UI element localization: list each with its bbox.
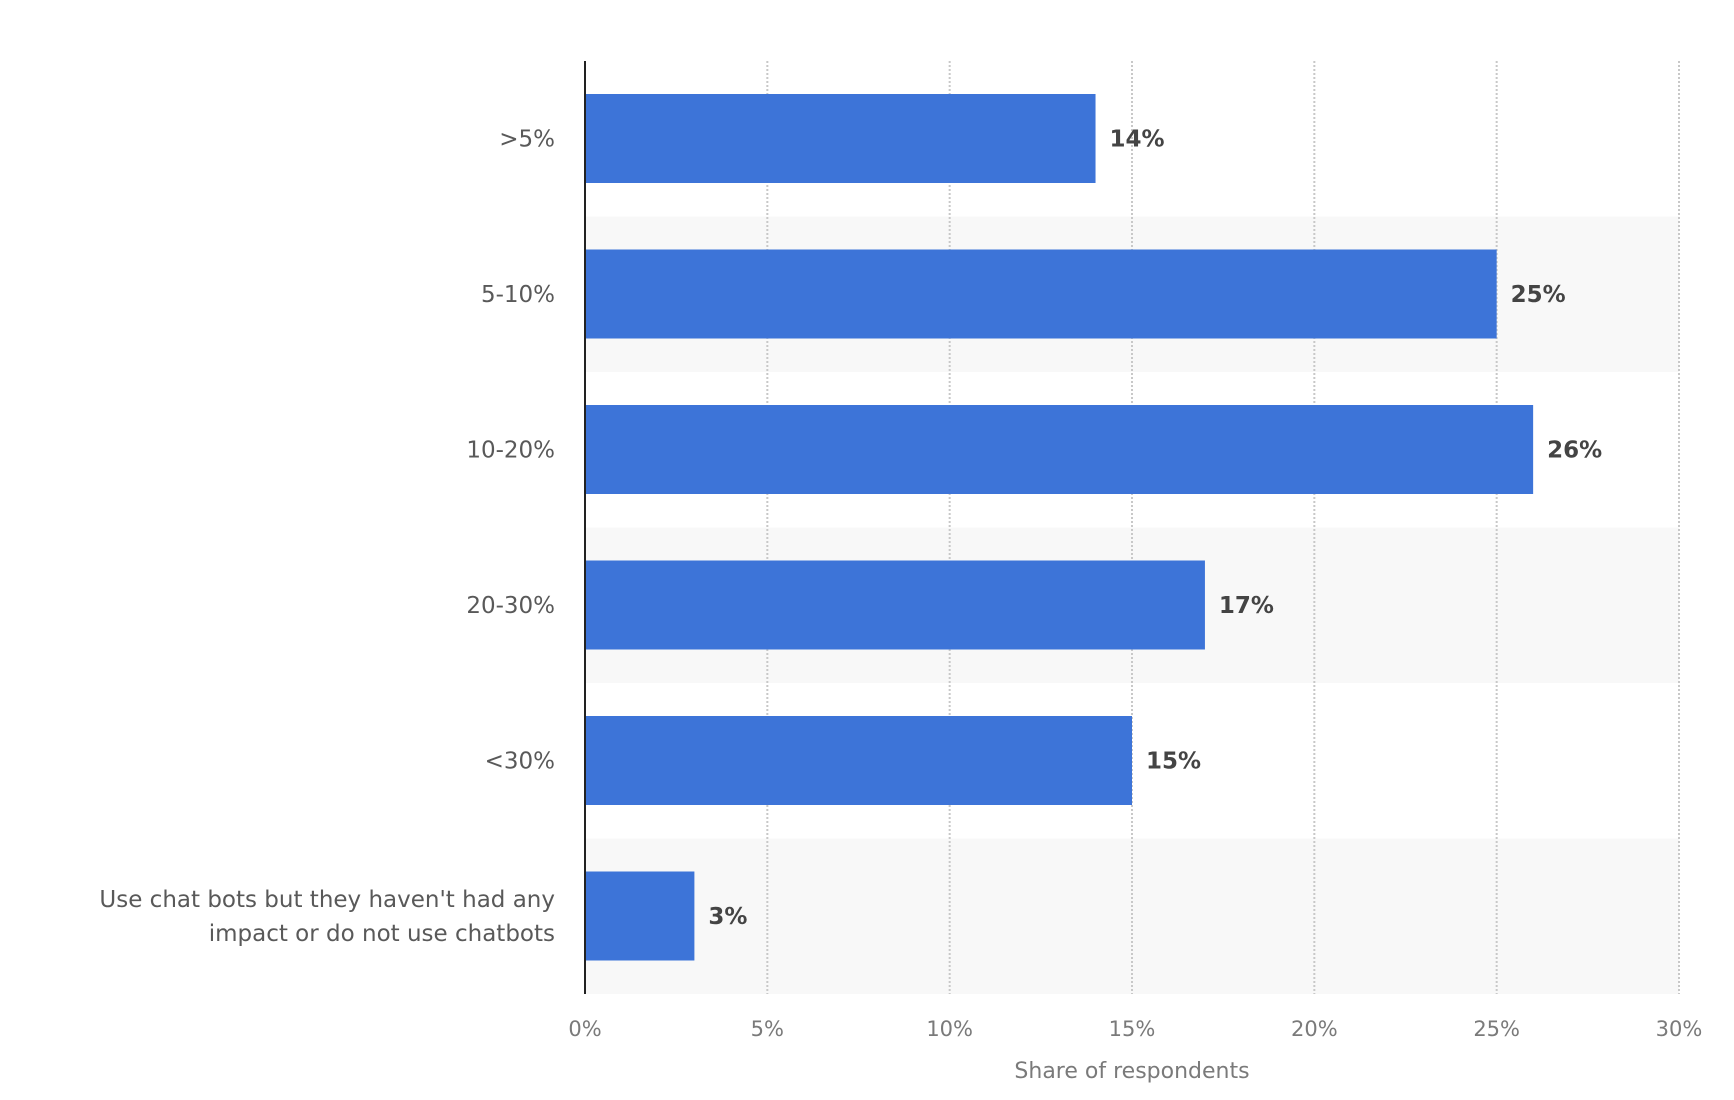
row-band	[585, 838, 1679, 994]
data-label: 15%	[1146, 749, 1201, 775]
x-tick-label: 5%	[751, 1017, 784, 1041]
data-label: 14%	[1110, 127, 1165, 153]
category-label: 20-30%	[466, 593, 555, 619]
bars	[586, 94, 1534, 961]
data-label: 26%	[1547, 438, 1602, 464]
bar	[586, 560, 1205, 650]
category-label: impact or do not use chatbots	[209, 921, 555, 947]
x-tick-labels: 0% 5% 10% 15% 20% 25% 30%	[568, 1017, 1702, 1041]
x-tick-label: 10%	[926, 1017, 973, 1041]
bar	[586, 94, 1096, 183]
x-axis-title: Share of respondents	[1014, 1059, 1249, 1084]
x-tick-label: 30%	[1656, 1017, 1703, 1041]
bar	[586, 716, 1132, 805]
category-label: <30%	[485, 749, 555, 775]
category-label: >5%	[499, 127, 555, 153]
gridlines	[766, 61, 1680, 994]
bar	[586, 405, 1534, 494]
data-label: 3%	[708, 904, 747, 930]
data-label: 17%	[1219, 593, 1274, 619]
x-tick-label: 20%	[1291, 1017, 1338, 1041]
x-tick-label: 0%	[568, 1017, 601, 1041]
bar	[586, 871, 695, 961]
category-label: Use chat bots but they haven't had any	[99, 887, 555, 913]
data-labels: 14% 25% 26% 17% 15% 3%	[708, 127, 1602, 931]
bar	[586, 249, 1497, 339]
x-tick-label: 15%	[1109, 1017, 1156, 1041]
category-label: 5-10%	[481, 282, 555, 308]
data-label: 25%	[1511, 282, 1566, 308]
x-tick-label: 25%	[1473, 1017, 1520, 1041]
category-label: 10-20%	[466, 438, 555, 464]
category-labels: >5% 5-10% 10-20% 20-30% <30% Use chat bots bu…	[99, 127, 555, 948]
